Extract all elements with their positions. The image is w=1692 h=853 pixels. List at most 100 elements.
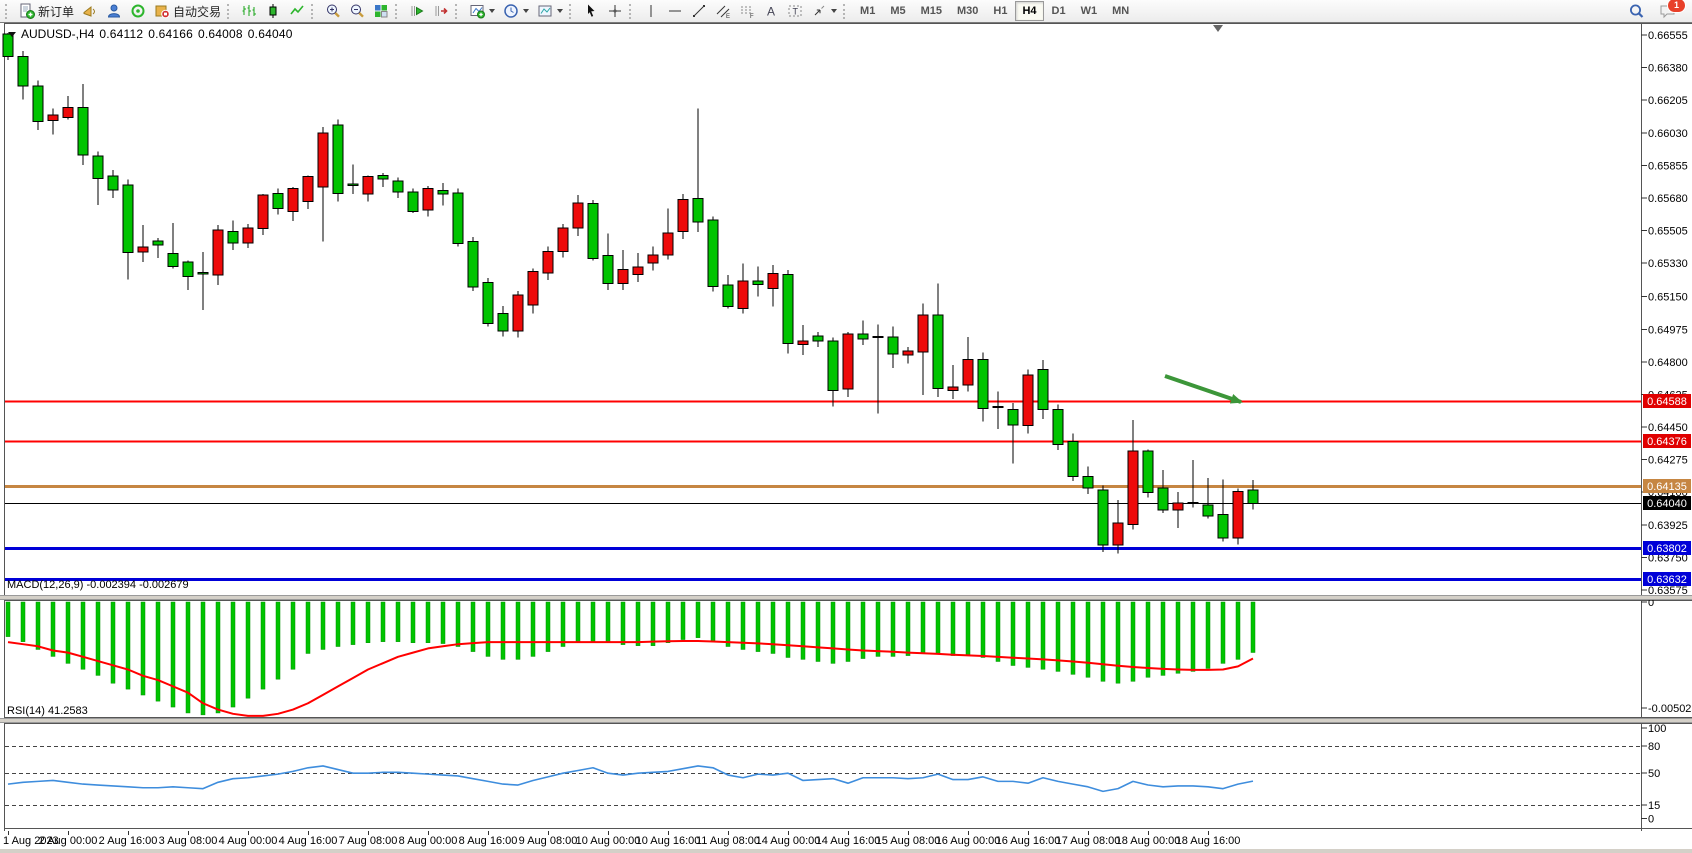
vertical-line-icon (643, 3, 659, 19)
trendline-button[interactable] (687, 1, 711, 21)
text-label-button[interactable]: T (783, 1, 807, 21)
signal-button[interactable] (126, 1, 150, 21)
pane-separator[interactable] (0, 595, 1692, 600)
channel-icon: E (715, 3, 731, 19)
arrows-icon (811, 3, 827, 19)
period-w1-button[interactable]: W1 (1074, 1, 1105, 21)
time-label: 8 Aug 00:00 (398, 835, 458, 847)
period-m30-button[interactable]: M30 (950, 1, 985, 21)
zoom-out-icon (349, 3, 365, 19)
fibonacci-icon: F (739, 3, 755, 19)
time-tick (848, 831, 849, 835)
svg-text:0.64040: 0.64040 (1647, 498, 1687, 510)
period-h1-button[interactable]: H1 (986, 1, 1014, 21)
line-chart-icon (289, 3, 305, 19)
notifications-button[interactable]: 1 (1655, 0, 1686, 21)
chart-shift-button[interactable] (429, 1, 453, 21)
time-label: 9 Aug 08:00 (518, 835, 578, 847)
svg-text:80: 80 (1648, 741, 1660, 753)
svg-text:0.66030: 0.66030 (1648, 128, 1688, 140)
cursor-button[interactable] (579, 1, 603, 21)
time-tick (8, 831, 9, 835)
auto-scroll-button[interactable] (405, 1, 429, 21)
svg-text:0.64975: 0.64975 (1648, 324, 1688, 336)
news-horn-button[interactable] (78, 1, 102, 21)
zoom-in-button[interactable] (321, 1, 345, 21)
main-chart[interactable]: 0.66555 0.66380 0.66205 0.66030 0.65855 0.656… (0, 23, 1692, 595)
vertical-line-button[interactable] (639, 1, 663, 21)
toolbar-grip[interactable] (227, 3, 233, 19)
svg-text:0.65505: 0.65505 (1648, 226, 1688, 238)
time-label: 14 Aug 16:00 (815, 835, 881, 847)
time-label: 2 Aug 00:00 (38, 835, 98, 847)
period-h4-button[interactable]: H4 (1015, 1, 1044, 21)
periods-button[interactable] (499, 1, 533, 21)
toolbar-grip[interactable] (843, 3, 849, 19)
toolbar-grip[interactable] (311, 3, 317, 19)
text-button[interactable]: A (759, 1, 783, 21)
equidistant-channel-button[interactable]: E (711, 1, 735, 21)
svg-text:0.64275: 0.64275 (1648, 455, 1688, 467)
svg-text:0.64800: 0.64800 (1648, 357, 1688, 369)
ohlc-close: 0.64040 (247, 27, 293, 41)
time-label: 18 Aug 16:00 (1175, 835, 1241, 847)
toolbar-grip[interactable] (5, 3, 11, 19)
rsi-value: 41.2583 (47, 705, 88, 717)
new-order-button[interactable]: 新订单 (15, 1, 78, 21)
period-m5-button[interactable]: M5 (883, 1, 912, 21)
toolbar-grip[interactable] (455, 3, 461, 19)
toolbar-grip[interactable] (569, 3, 575, 19)
signal-icon (130, 3, 146, 19)
templates-button[interactable] (533, 1, 567, 21)
chart-shift-icon (433, 3, 449, 19)
time-tick (308, 831, 309, 835)
horizontal-line-button[interactable] (663, 1, 687, 21)
time-label: 14 Aug 00:00 (755, 835, 821, 847)
search-icon (1628, 3, 1645, 20)
arrows-button[interactable] (807, 1, 841, 21)
pane-separator[interactable] (0, 718, 1692, 723)
macd-pane[interactable]: 0 -0.005025 (0, 600, 1692, 718)
symbol-dropdown-icon[interactable] (8, 31, 16, 37)
time-label: 4 Aug 16:00 (278, 835, 338, 847)
ohlc-high: 0.64166 (148, 27, 194, 41)
period-m15-button[interactable]: M15 (914, 1, 949, 21)
time-tick (908, 831, 909, 835)
macd-value-1: -0.002394 (86, 579, 137, 591)
text-label-icon: T (787, 3, 803, 19)
tile-windows-button[interactable] (369, 1, 393, 21)
time-label: 3 Aug 08:00 (158, 835, 218, 847)
time-label: 15 Aug 08:00 (875, 835, 941, 847)
trendline-icon (691, 3, 707, 19)
time-label: 16 Aug 16:00 (995, 835, 1061, 847)
time-tick (968, 831, 969, 835)
rsi-pane[interactable]: 100 80 50 15 0 (0, 723, 1692, 831)
time-label: 10 Aug 00:00 (575, 835, 641, 847)
period-mn-button[interactable]: MN (1105, 1, 1136, 21)
time-label: 2 Aug 16:00 (98, 835, 158, 847)
time-tick (1028, 831, 1029, 835)
indicators-button[interactable] (465, 1, 499, 21)
time-tick (128, 831, 129, 835)
crosshair-button[interactable] (603, 1, 627, 21)
profile-button[interactable] (102, 1, 126, 21)
time-tick (368, 831, 369, 835)
zoom-out-button[interactable] (345, 1, 369, 21)
time-tick (668, 831, 669, 835)
bar-chart-button[interactable] (237, 1, 261, 21)
svg-text:F: F (750, 14, 754, 19)
svg-text:0.66555: 0.66555 (1648, 30, 1688, 42)
toolbar-grip[interactable] (395, 3, 401, 19)
fibonacci-button[interactable]: F (735, 1, 759, 21)
toolbar-grip[interactable] (629, 3, 635, 19)
svg-text:0.65330: 0.65330 (1648, 258, 1688, 270)
person-icon (106, 3, 122, 19)
line-chart-button[interactable] (285, 1, 309, 21)
period-d1-button[interactable]: D1 (1045, 1, 1073, 21)
auto-trading-button[interactable]: 自动交易 (150, 1, 225, 21)
time-tick (728, 831, 729, 835)
period-m1-button[interactable]: M1 (853, 1, 882, 21)
auto-trading-label: 自动交易 (173, 4, 222, 19)
candlestick-button[interactable] (261, 1, 285, 21)
search-button[interactable] (1624, 1, 1649, 21)
